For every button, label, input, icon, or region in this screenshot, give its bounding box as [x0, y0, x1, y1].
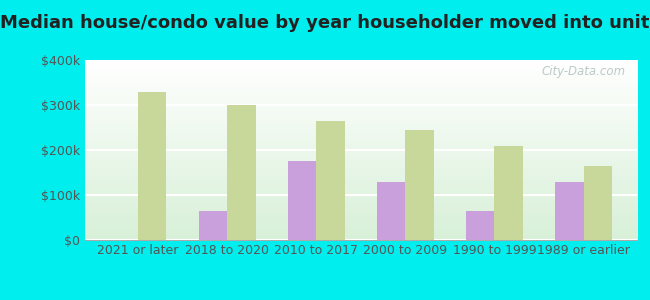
Bar — [406, 130, 434, 240]
Text: Median house/condo value by year householder moved into unit: Median house/condo value by year househo… — [0, 14, 650, 32]
Bar — [316, 121, 344, 240]
Bar — [198, 211, 227, 240]
Bar — [584, 166, 612, 240]
Bar — [495, 146, 523, 240]
Bar — [377, 182, 406, 240]
Bar — [555, 182, 584, 240]
Bar — [227, 105, 255, 240]
Text: City-Data.com: City-Data.com — [542, 65, 626, 78]
Bar — [288, 161, 316, 240]
Bar — [466, 211, 495, 240]
Bar — [138, 92, 166, 240]
